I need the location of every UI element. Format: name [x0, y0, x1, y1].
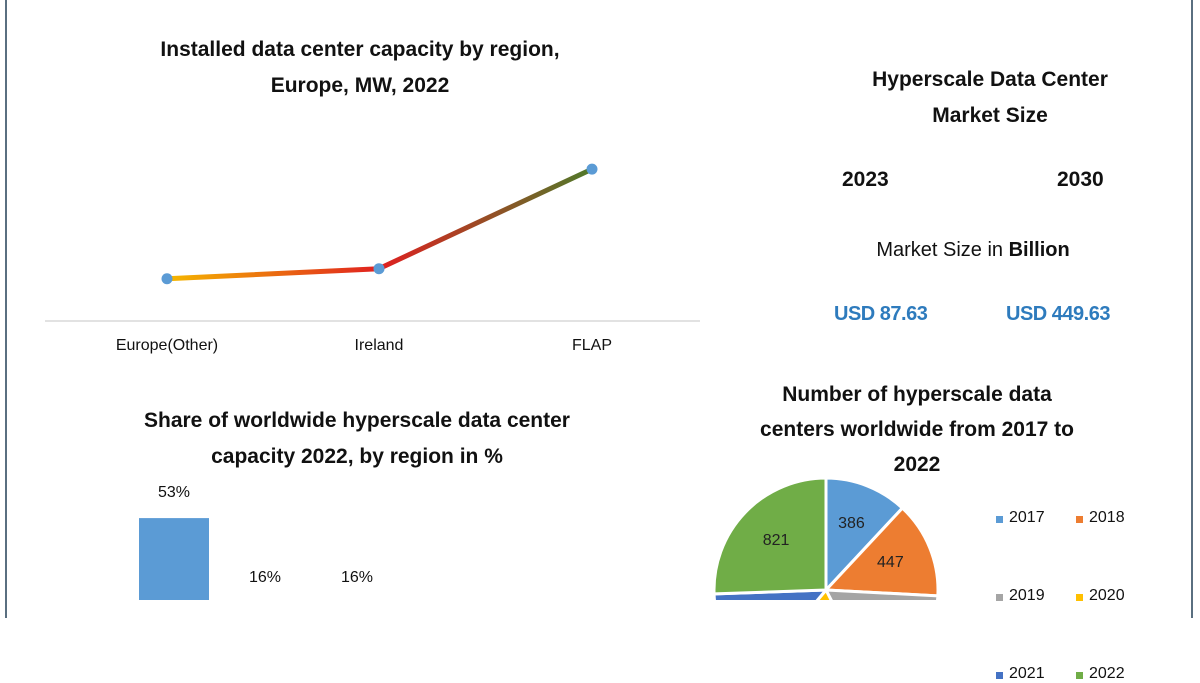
bar-data-label: 16% [248, 569, 282, 587]
pie-data-label: 386 [838, 515, 865, 533]
bar-chart [139, 518, 209, 600]
pie-chart [712, 476, 940, 600]
line-point-flap [586, 163, 598, 175]
market-title: Hyperscale Data Center Market Size [790, 62, 1190, 134]
market-unit-prefix: Market Size in [876, 239, 1009, 261]
market-title-line1: Hyperscale Data Center [872, 68, 1108, 91]
legend-label-2018: 2018 [1089, 509, 1125, 526]
legend-label-2022: 2022 [1089, 665, 1125, 682]
legend-swatch-2019 [996, 594, 1003, 601]
pie-data-label: 821 [762, 531, 790, 549]
bar-data-label: 16% [340, 569, 374, 587]
infographic-frame [5, 0, 1193, 618]
x-tick-label: Europe(Other) [115, 337, 219, 354]
legend-swatch-2021 [996, 672, 1003, 679]
market-year-2023: 2023 [842, 168, 889, 191]
market-value-2030: USD 449.63 [1006, 303, 1110, 325]
x-tick-label: FLAP [571, 337, 612, 354]
pie-slice-2021 [712, 588, 830, 600]
pie-slice-2018 [822, 505, 940, 598]
line-chart [45, 163, 700, 322]
pie-slice-2019 [823, 588, 940, 600]
pie-slice-2017 [824, 476, 905, 594]
market-value-2023: USD 87.63 [834, 303, 928, 325]
pie-data-label: 447 [877, 553, 904, 571]
line-chart-title-line1: Installed data center capacity by region… [160, 38, 560, 61]
line-chart-title: Installed data center capacity by region… [60, 32, 660, 104]
legend-swatch-2017 [996, 516, 1003, 523]
line-point-ireland [373, 263, 385, 275]
legend-label-2021: 2021 [1009, 665, 1045, 682]
pie-chart-title-line1: Number of hyperscale data [782, 383, 1052, 406]
legend-swatch-2018 [1076, 516, 1083, 523]
bar-data-label: 53% [157, 484, 191, 502]
market-unit-bold: Billion [1008, 239, 1070, 261]
market-unit: Market Size in Billion [773, 239, 1173, 262]
bar-0 [139, 518, 209, 600]
pie-chart-title: Number of hyperscale data centers worldw… [717, 377, 1117, 482]
bar-chart-title: Share of worldwide hyperscale data cente… [57, 403, 657, 475]
line-point-europe-other- [161, 273, 173, 285]
bar-chart-title-line2: capacity 2022, by region in % [211, 445, 503, 468]
legend-swatch-2020 [1076, 594, 1083, 601]
bar-chart-title-line1: Share of worldwide hyperscale data cente… [144, 409, 570, 432]
market-title-line2: Market Size [932, 104, 1048, 127]
legend-label-2020: 2020 [1089, 587, 1125, 604]
market-year-2030: 2030 [1057, 168, 1104, 191]
legend-label-2017: 2017 [1009, 509, 1045, 526]
x-tick-label: Ireland [354, 337, 404, 354]
legend-swatch-2022 [1076, 672, 1083, 679]
pie-chart-title-line3: 2022 [893, 453, 941, 476]
pie-slice-2022 [712, 476, 828, 596]
line-chart-title-line2: Europe, MW, 2022 [270, 74, 450, 97]
pie-chart-title-line2: centers worldwide from 2017 to [760, 418, 1074, 441]
legend-label-2019: 2019 [1009, 587, 1045, 604]
